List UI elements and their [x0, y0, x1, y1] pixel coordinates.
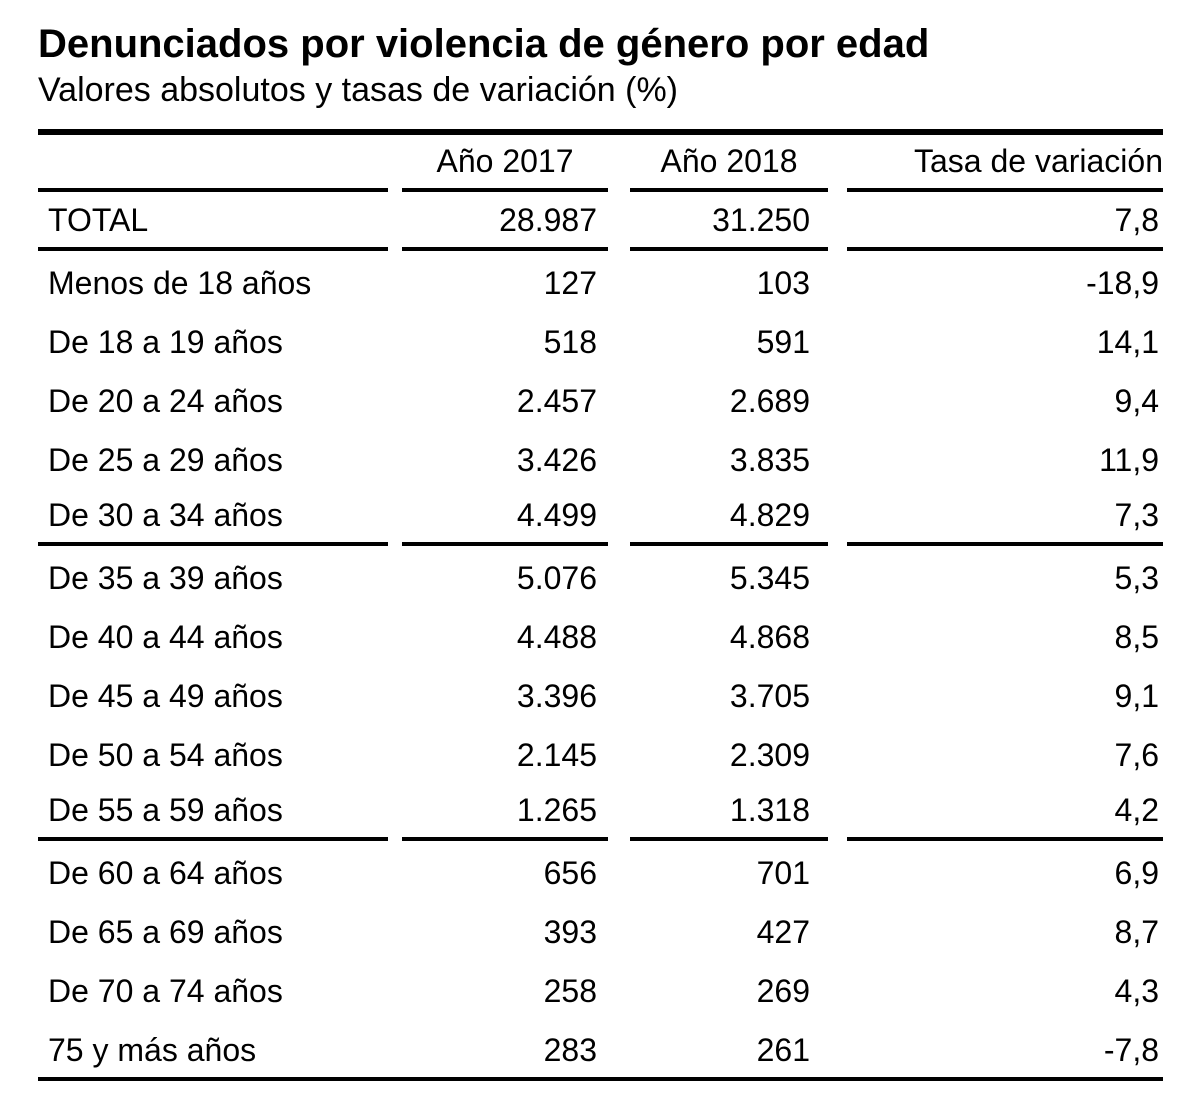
value-2017: 518 — [543, 324, 597, 361]
value-2017: 1.265 — [402, 782, 608, 842]
value-2017: 656 — [543, 855, 597, 892]
row-label: De 35 a 39 años — [48, 560, 283, 597]
value-2018: 701 — [756, 855, 810, 892]
value-2017: 3.426 — [516, 442, 597, 479]
header-year-2017: Año 2017 — [402, 135, 608, 193]
row-label: De 50 a 54 años — [48, 737, 283, 774]
table-row: De 65 a 69 años 393 427 8,7 — [38, 900, 1163, 959]
top-rule-divider — [38, 129, 1163, 136]
value-variation: -7,8 — [1103, 1032, 1159, 1069]
value-variation: 4,2 — [847, 782, 1163, 842]
value-2017: 258 — [543, 973, 597, 1010]
value-2018: 5.345 — [729, 560, 810, 597]
table-row: De 30 a 34 años 4.499 4.829 7,3 — [38, 487, 1163, 547]
value-2017: 283 — [543, 1032, 597, 1069]
row-label: Menos de 18 años — [48, 265, 312, 302]
table-row: De 45 a 49 años 3.396 3.705 9,1 — [38, 664, 1163, 723]
header-variation-rate: Tasa de variación — [847, 135, 1163, 193]
header-year-2018: Año 2018 — [630, 135, 828, 193]
value-2017: 3.396 — [516, 678, 597, 715]
value-variation: 8,5 — [1114, 619, 1159, 656]
value-2018: 2.689 — [729, 383, 810, 420]
row-label: De 25 a 29 años — [48, 442, 283, 479]
value-2017: 4.488 — [516, 619, 597, 656]
value-2018: 1.318 — [630, 782, 828, 842]
table-row: Menos de 18 años 127 103 -18,9 — [38, 251, 1163, 310]
header-empty — [38, 135, 388, 193]
value-2018: 3.705 — [729, 678, 810, 715]
row-label: De 30 a 34 años — [38, 487, 388, 547]
table-row: De 60 a 64 años 656 701 6,9 — [38, 841, 1163, 900]
value-variation: 8,7 — [1114, 914, 1159, 951]
value-variation: 7,6 — [1114, 737, 1159, 774]
value-2017: 127 — [543, 265, 597, 302]
page-title: Denunciados por violencia de género por … — [38, 22, 930, 66]
page-subtitle: Valores absolutos y tasas de variación (… — [38, 71, 679, 109]
bottom-rule-divider — [38, 1077, 1163, 1082]
value-variation: -18,9 — [1086, 265, 1159, 302]
table-row: De 55 a 59 años 1.265 1.318 4,2 — [38, 782, 1163, 842]
value-2018: 3.835 — [729, 442, 810, 479]
value-variation: 6,9 — [1114, 855, 1159, 892]
row-label: De 20 a 24 años — [48, 383, 283, 420]
data-table: Año 2017 Año 2018 Tasa de variación TOTA… — [38, 135, 1163, 1077]
table-row: De 18 a 19 años 518 591 14,1 — [38, 310, 1163, 369]
value-2017: 28.987 — [402, 192, 608, 252]
table-row: De 20 a 24 años 2.457 2.689 9,4 — [38, 369, 1163, 428]
row-label: De 60 a 64 años — [48, 855, 283, 892]
table-row: 75 y más años 283 261 -7,8 — [38, 1018, 1163, 1077]
value-2017: 393 — [543, 914, 597, 951]
value-2017: 4.499 — [402, 487, 608, 547]
row-label: De 45 a 49 años — [48, 678, 283, 715]
row-label: De 65 a 69 años — [48, 914, 283, 951]
table-row: De 40 a 44 años 4.488 4.868 8,5 — [38, 605, 1163, 664]
value-2018: 103 — [756, 265, 810, 302]
row-label: De 55 a 59 años — [38, 782, 388, 842]
value-variation: 5,3 — [1114, 560, 1159, 597]
value-variation: 7,8 — [847, 192, 1163, 252]
value-2017: 2.145 — [516, 737, 597, 774]
table-body: TOTAL 28.987 31.250 7,8 Menos de 18 años… — [38, 192, 1163, 1077]
value-2018: 4.868 — [729, 619, 810, 656]
value-2017: 5.076 — [516, 560, 597, 597]
row-label: TOTAL — [38, 192, 388, 252]
value-variation: 14,1 — [1096, 324, 1159, 361]
value-variation: 9,1 — [1114, 678, 1159, 715]
value-2018: 427 — [756, 914, 810, 951]
value-2017: 2.457 — [516, 383, 597, 420]
value-variation: 9,4 — [1114, 383, 1159, 420]
value-variation: 7,3 — [847, 487, 1163, 547]
value-variation: 4,3 — [1114, 973, 1159, 1010]
value-2018: 31.250 — [630, 192, 828, 252]
value-2018: 4.829 — [630, 487, 828, 547]
value-2018: 2.309 — [729, 737, 810, 774]
value-variation: 11,9 — [1099, 442, 1159, 479]
value-2018: 591 — [756, 324, 810, 361]
table-page: Denunciados por violencia de género por … — [38, 22, 1163, 1082]
row-label: De 70 a 74 años — [48, 973, 283, 1010]
table-row: De 70 a 74 años 258 269 4,3 — [38, 959, 1163, 1018]
value-2018: 261 — [756, 1032, 810, 1069]
table-row: TOTAL 28.987 31.250 7,8 — [38, 192, 1163, 252]
table-header-row: Año 2017 Año 2018 Tasa de variación — [38, 135, 1163, 193]
row-label: De 40 a 44 años — [48, 619, 283, 656]
table-row: De 50 a 54 años 2.145 2.309 7,6 — [38, 723, 1163, 782]
table-row: De 25 a 29 años 3.426 3.835 11,9 — [38, 428, 1163, 487]
value-2018: 269 — [756, 973, 810, 1010]
table-row: De 35 a 39 años 5.076 5.345 5,3 — [38, 546, 1163, 605]
row-label: De 18 a 19 años — [48, 324, 283, 361]
row-label: 75 y más años — [48, 1032, 257, 1069]
